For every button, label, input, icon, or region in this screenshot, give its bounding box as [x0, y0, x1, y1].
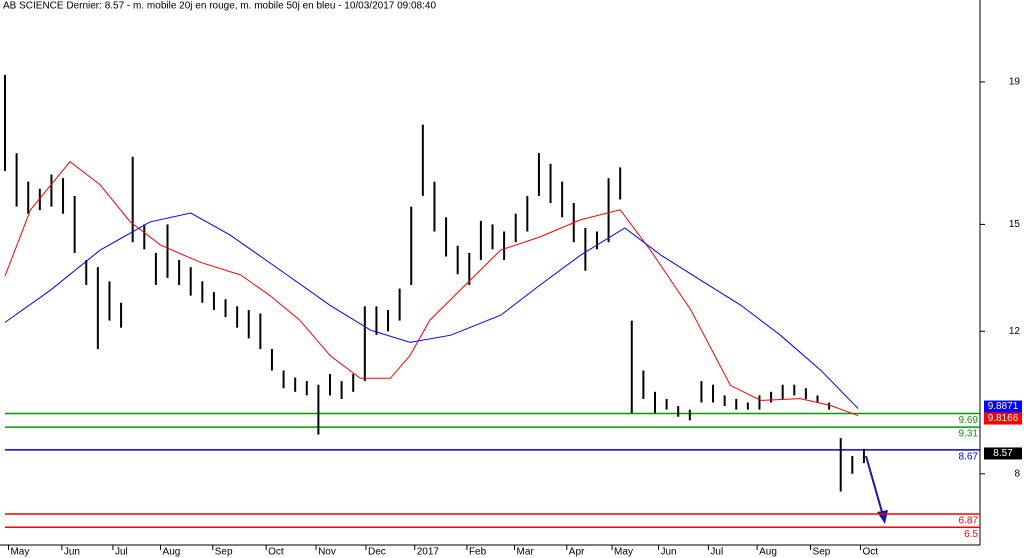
x-tick-label: May: [10, 547, 29, 558]
moving-average: [4, 161, 859, 417]
x-tick-label: Oct: [268, 547, 284, 558]
level-label: 6.5: [964, 529, 978, 540]
x-tick-label: Jun: [660, 547, 676, 558]
y-tick-label: 19: [1009, 77, 1021, 88]
x-tick-label: Feb: [469, 547, 487, 558]
last-value-label: 8.57: [993, 448, 1013, 459]
level-label: 9.69: [959, 415, 979, 426]
x-tick-label: Mar: [517, 547, 535, 558]
moving-average: [4, 212, 859, 409]
x-tick-label: Oct: [862, 547, 878, 558]
last-value-box: [984, 447, 1022, 460]
level-label: 6.87: [959, 516, 979, 527]
x-tick-label: Jun: [64, 547, 80, 558]
y-tick-label: 12: [1009, 326, 1021, 337]
x-tick-label: May: [614, 547, 633, 558]
x-tick-label: Sep: [813, 547, 831, 558]
x-tick-label: Jul: [115, 547, 128, 558]
last-value-label: 9.8166: [988, 413, 1019, 424]
y-tick-label: 15: [1009, 219, 1021, 230]
last-value-box: [984, 412, 1022, 425]
x-tick-label: 2017: [417, 547, 440, 558]
x-tick-label: Aug: [163, 547, 181, 558]
y-tick-label: 8: [1014, 468, 1020, 479]
x-tick-label: Jul: [710, 547, 723, 558]
x-tick-label: Dec: [368, 547, 386, 558]
x-tick-label: Sep: [215, 547, 233, 558]
last-value-label: 9.8871: [988, 401, 1019, 412]
level-label: 9.31: [959, 429, 979, 440]
level-label: 8.67: [959, 452, 979, 463]
x-tick-label: Apr: [569, 547, 585, 558]
last-value-box: [984, 400, 1022, 413]
x-tick-label: Nov: [318, 547, 336, 558]
chart-title: AB SCIENCE Dernier: 8.57 - m. mobile 20j…: [3, 1, 436, 12]
x-tick-label: Aug: [759, 547, 777, 558]
